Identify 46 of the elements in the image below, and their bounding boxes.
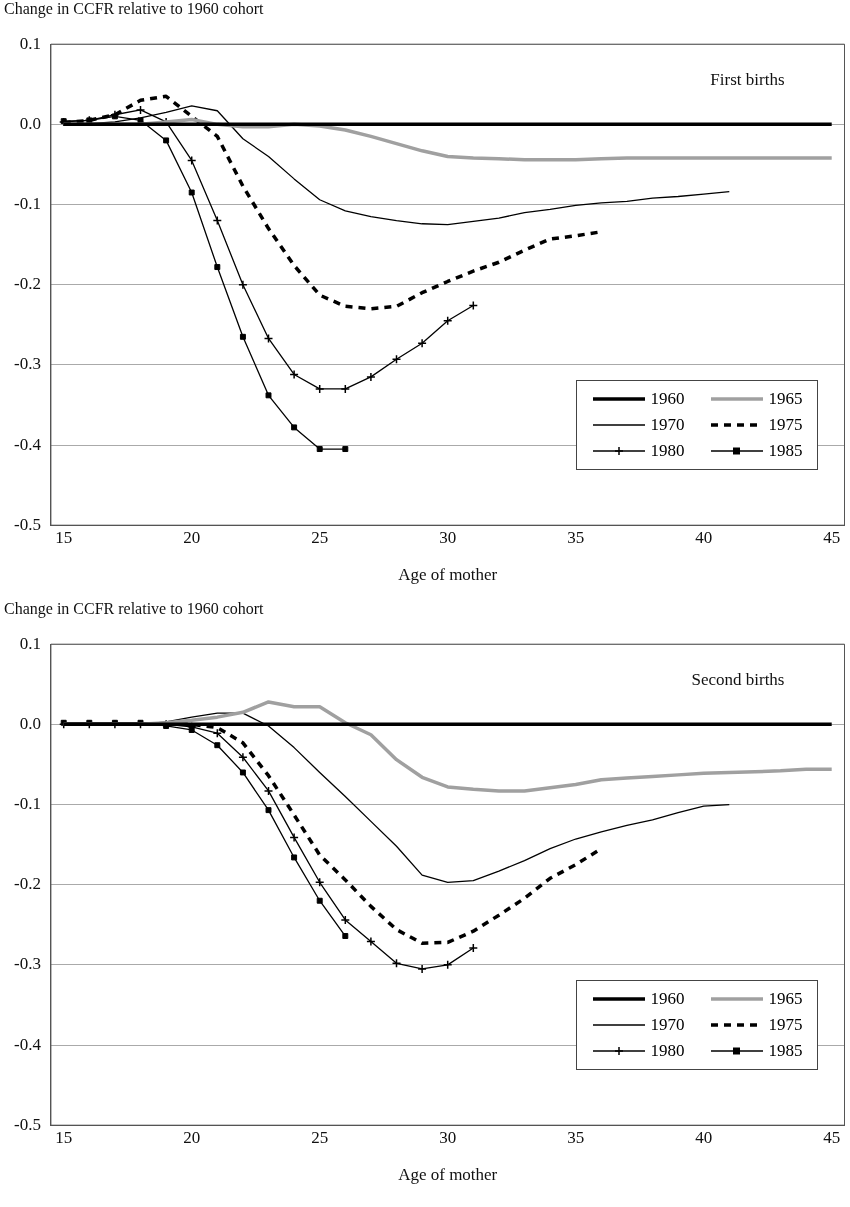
x-tick-label: 35 [567,527,585,547]
legend-label: 1975 [768,1015,803,1036]
y-tick-label: 0.0 [19,713,41,733]
x-tick-label: 40 [695,1127,713,1147]
x-tick-label: 15 [55,527,73,547]
legend-label: 1980 [650,441,685,462]
x-tick-label: 20 [183,527,201,547]
x-tick-label: 15 [55,1127,73,1147]
y-tick-label: 0.1 [19,633,41,653]
legend-label: 1980 [650,1041,685,1062]
y-axis-title: Change in CCFR relative to 1960 cohort [4,600,264,618]
x-tick-label: 30 [439,527,457,547]
y-tick-label: -0.5 [13,514,41,534]
legend-label: 1975 [768,415,803,436]
x-tick-label: 20 [183,1127,201,1147]
legend-label: 1985 [768,1041,803,1062]
x-tick-label: 25 [311,527,329,547]
y-tick-label: -0.1 [13,194,41,213]
x-tick-label: 40 [695,527,713,547]
legend-label: 1985 [768,441,803,462]
legend-label: 1960 [650,989,685,1010]
x-tick-label: 45 [823,527,841,547]
annotation: First births [710,69,785,89]
annotation: Second births [691,669,785,689]
y-tick-label: -0.5 [13,1114,41,1134]
legend-label: 1970 [650,1015,685,1036]
x-tick-label: 25 [311,1127,329,1147]
legend-label: 1960 [650,389,685,410]
legend-label: 1965 [768,389,803,410]
x-axis-title: Age of mother [398,565,498,585]
legend-label: 1965 [768,989,803,1010]
x-tick-label: 45 [823,1127,841,1147]
x-tick-label: 30 [439,1127,457,1147]
x-tick-label: 35 [567,1127,585,1147]
y-tick-label: -0.4 [13,1034,42,1054]
y-tick-label: -0.2 [13,274,41,294]
y-tick-label: -0.3 [13,354,41,374]
y-tick-label: -0.2 [13,874,41,894]
y-axis-title: Change in CCFR relative to 1960 cohort [4,0,264,18]
x-axis-title: Age of mother [398,1165,498,1185]
y-tick-label: 0.0 [19,113,41,133]
y-tick-label: 0.1 [19,33,41,53]
y-tick-label: -0.4 [13,434,42,454]
y-tick-label: -0.1 [13,794,41,813]
legend-label: 1970 [650,415,685,436]
y-tick-label: -0.3 [13,954,41,974]
